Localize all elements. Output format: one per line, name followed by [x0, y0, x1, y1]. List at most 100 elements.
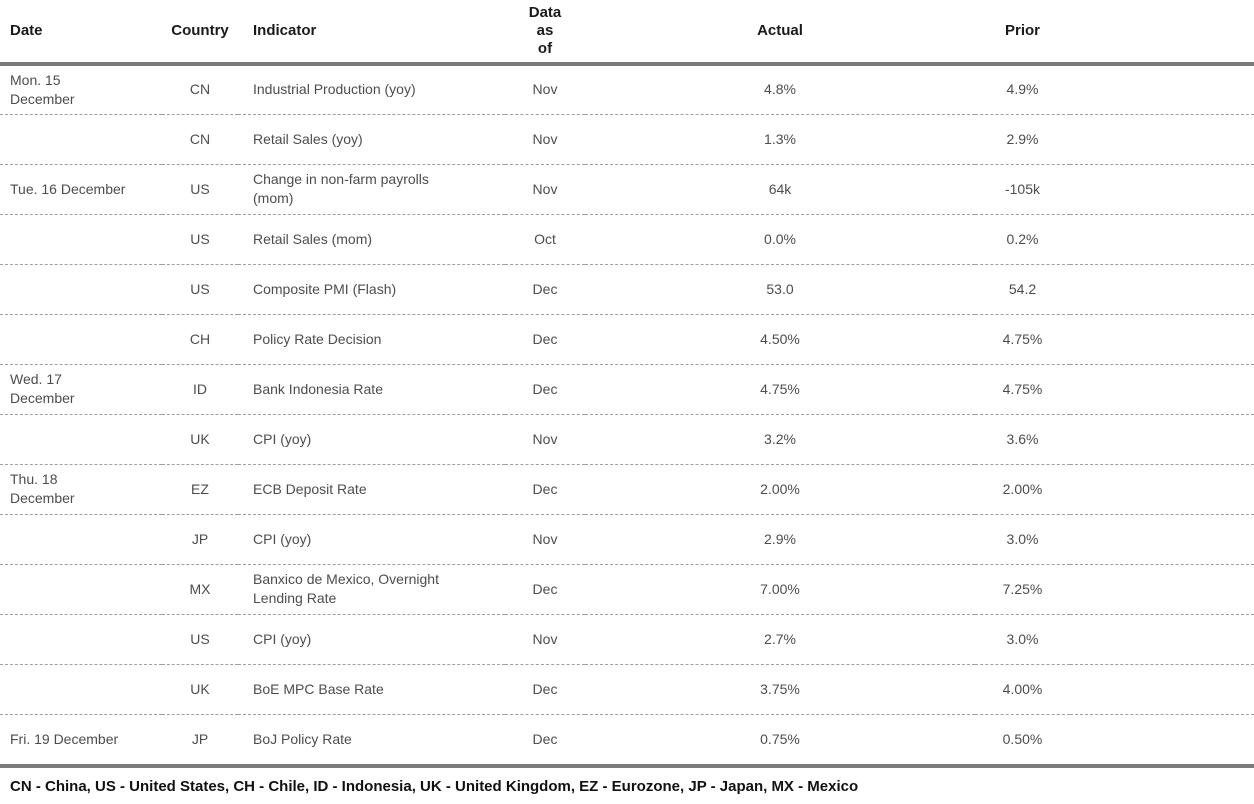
cell-indicator: BoE MPC Base Rate [238, 663, 505, 714]
table-row: US CPI (yoy) Nov 2.7% 3.0% [0, 613, 1254, 664]
cell-date: Wed. 17 December [0, 363, 162, 414]
table-row: MX Banxico de Mexico, Overnight Lending R… [0, 563, 1254, 614]
cell-actual: 2.00% [585, 463, 975, 514]
cell-indicator: CPI (yoy) [238, 413, 505, 464]
cell-prior: 3.6% [975, 413, 1070, 464]
cell-indicator: Banxico de Mexico, Overnight Lending Rat… [238, 563, 505, 614]
cell-spacer [1070, 213, 1254, 264]
cell-data-as-of: Dec [505, 713, 585, 764]
cell-prior: 3.0% [975, 513, 1070, 564]
table-row: CN Retail Sales (yoy) Nov 1.3% 2.9% [0, 113, 1254, 164]
cell-prior: 3.0% [975, 613, 1070, 664]
cell-country: US [162, 163, 238, 214]
column-header-prior: Prior [975, 0, 1070, 66]
cell-actual: 64k [585, 163, 975, 214]
cell-prior: 0.50% [975, 713, 1070, 764]
cell-spacer [1070, 413, 1254, 464]
cell-spacer [1070, 663, 1254, 714]
cell-country: ID [162, 363, 238, 414]
cell-spacer [1070, 363, 1254, 414]
cell-data-as-of: Dec [505, 313, 585, 364]
cell-country: US [162, 263, 238, 314]
cell-country: MX [162, 563, 238, 614]
cell-date [0, 313, 162, 364]
cell-date: Thu. 18 December [0, 463, 162, 514]
cell-indicator: CPI (yoy) [238, 613, 505, 664]
cell-date: Fri. 19 December [0, 713, 162, 764]
table-row: JP CPI (yoy) Nov 2.9% 3.0% [0, 513, 1254, 564]
cell-actual: 4.50% [585, 313, 975, 364]
cell-actual: 7.00% [585, 563, 975, 614]
cell-country: JP [162, 713, 238, 764]
cell-prior: 2.9% [975, 113, 1070, 164]
column-header-spacer [1070, 0, 1254, 66]
table-row: US Retail Sales (mom) Oct 0.0% 0.2% [0, 213, 1254, 264]
table-row: UK BoE MPC Base Rate Dec 3.75% 4.00% [0, 663, 1254, 714]
cell-indicator: Bank Indonesia Rate [238, 363, 505, 414]
cell-prior: 4.00% [975, 663, 1070, 714]
cell-date [0, 563, 162, 614]
cell-country: CH [162, 313, 238, 364]
cell-actual: 2.7% [585, 613, 975, 664]
cell-actual: 2.9% [585, 513, 975, 564]
cell-country: US [162, 213, 238, 264]
cell-data-as-of: Oct [505, 213, 585, 264]
cell-spacer [1070, 64, 1254, 114]
cell-indicator: Change in non-farm payrolls (mom) [238, 163, 505, 214]
cell-spacer [1070, 163, 1254, 214]
cell-prior: 0.2% [975, 213, 1070, 264]
cell-date [0, 263, 162, 314]
cell-actual: 3.75% [585, 663, 975, 714]
cell-country: UK [162, 663, 238, 714]
table-body: Mon. 15 December CN Industrial Production … [0, 64, 1254, 764]
table-row: Thu. 18 December EZ ECB Deposit Rate Dec 2.0… [0, 463, 1254, 514]
cell-spacer [1070, 263, 1254, 314]
table-row: CH Policy Rate Decision Dec 4.50% 4.75% [0, 313, 1254, 364]
cell-indicator: CPI (yoy) [238, 513, 505, 564]
cell-date [0, 663, 162, 714]
cell-indicator: Retail Sales (mom) [238, 213, 505, 264]
cell-prior: 2.00% [975, 463, 1070, 514]
cell-country: CN [189, 81, 211, 98]
cell-country: US [162, 613, 238, 664]
cell-spacer [1070, 463, 1254, 514]
cell-indicator: BoJ Policy Rate [238, 713, 505, 764]
cell-indicator: Industrial Production (yoy) [253, 81, 416, 98]
cell-spacer [1070, 113, 1254, 164]
cell-country: UK [162, 413, 238, 464]
cell-date [0, 513, 162, 564]
table-row: Wed. 17 December ID Bank Indonesia Rate Dec… [0, 363, 1254, 414]
cell-actual: 53.0 [585, 263, 975, 314]
economic-calendar-table: Date Country Indicator Data as of Actual… [0, 0, 1254, 764]
cell-date: Tue. 16 December [0, 163, 162, 214]
column-header-indicator: Indicator [238, 0, 505, 66]
cell-prior: 54.2 [975, 263, 1070, 314]
table-row: Tue. 16 December US Change in non-farm pay… [0, 163, 1254, 214]
cell-actual: 3.2% [585, 413, 975, 464]
cell-date [0, 113, 162, 164]
cell-spacer [1070, 563, 1254, 614]
cell-country: JP [162, 513, 238, 564]
cell-date: Mon. 15 December [10, 71, 75, 107]
cell-data-as-of: Nov [505, 113, 585, 164]
cell-data-as-of: Nov [505, 513, 585, 564]
cell-data-as-of: Nov [505, 413, 585, 464]
cell-data-as-of: Nov [532, 81, 558, 98]
cell-date [0, 613, 162, 664]
cell-prior: 4.75% [975, 313, 1070, 364]
cell-data-as-of: Dec [505, 663, 585, 714]
table-row: UK CPI (yoy) Nov 3.2% 3.6% [0, 413, 1254, 464]
column-header-data-as-of: Data as of [505, 0, 585, 66]
cell-prior: -105k [975, 163, 1070, 214]
cell-spacer [1070, 613, 1254, 664]
cell-prior: 4.9% [1006, 81, 1039, 98]
cell-spacer [1070, 713, 1254, 764]
cell-data-as-of: Dec [505, 363, 585, 414]
cell-country: EZ [162, 463, 238, 514]
cell-actual: 4.8% [764, 81, 796, 98]
cell-indicator: Retail Sales (yoy) [238, 113, 505, 164]
cell-spacer [1070, 313, 1254, 364]
table-row: Fri. 19 December JP BoJ Policy Rate Dec 0.75… [0, 713, 1254, 764]
column-header-date: Date [0, 0, 162, 66]
cell-actual: 0.0% [585, 213, 975, 264]
